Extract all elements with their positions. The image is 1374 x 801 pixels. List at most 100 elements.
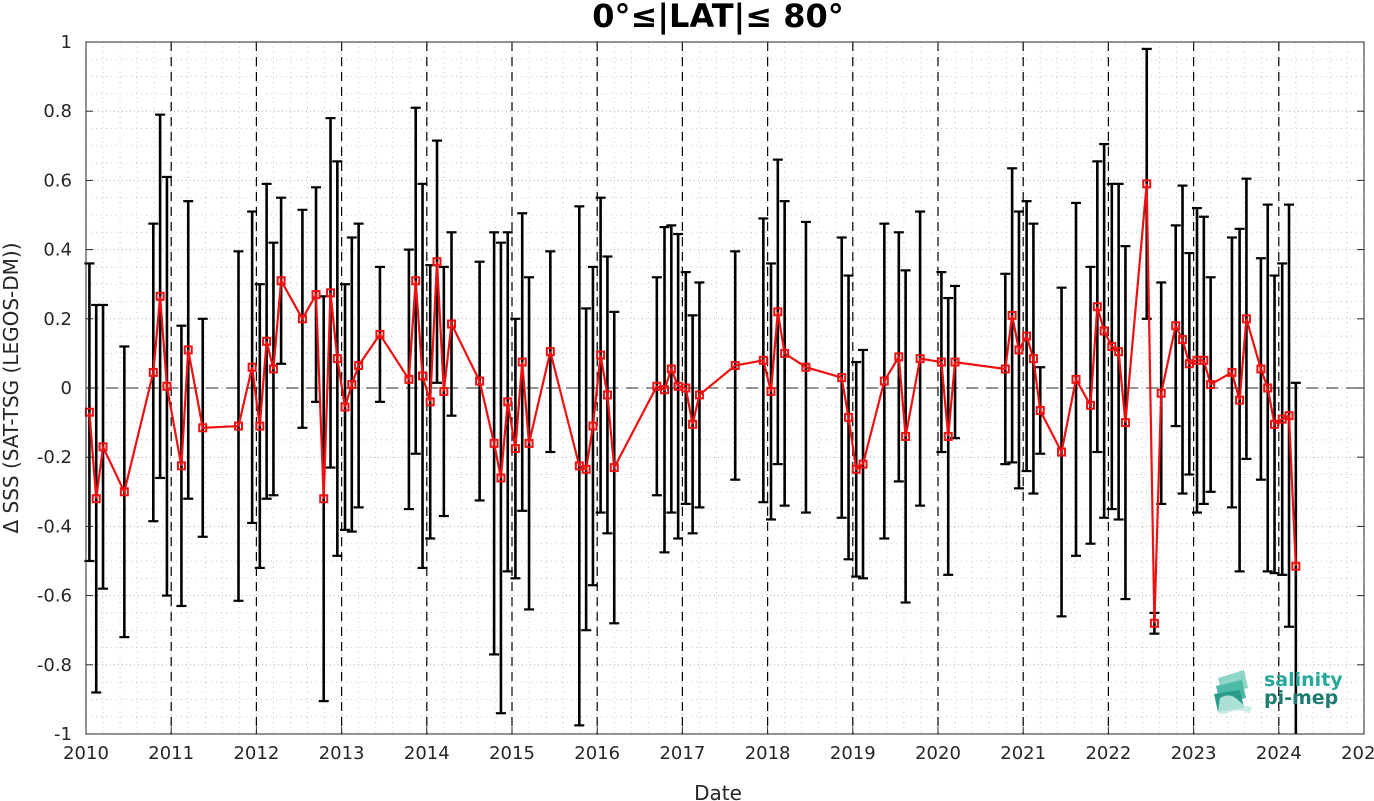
data-point xyxy=(234,421,244,431)
data-point xyxy=(1099,326,1109,336)
data-point xyxy=(1156,388,1166,398)
data-point xyxy=(545,347,555,357)
y-tick-label: 0.4 xyxy=(43,240,72,261)
data-point xyxy=(1171,321,1181,331)
data-point xyxy=(851,464,861,474)
chart-title: 0°≤|LAT|≤ 80° xyxy=(592,0,843,36)
y-tick-label: -0.2 xyxy=(37,447,72,468)
data-point xyxy=(425,397,435,407)
x-tick-label: 2011 xyxy=(148,743,194,764)
y-tick-label: 0.8 xyxy=(43,101,72,122)
x-axis-ticks: 2010 2011 2012 2013 2014 2015 2016 2017 2018 2019… xyxy=(63,42,1374,764)
data-point xyxy=(347,380,357,390)
data-point xyxy=(475,376,485,386)
data-point xyxy=(489,438,499,448)
data-point xyxy=(183,345,193,355)
x-tick-label: 2015 xyxy=(489,743,535,764)
data-point xyxy=(773,307,783,317)
x-axis-label: Date xyxy=(694,781,742,801)
data-point xyxy=(1149,618,1159,628)
data-point xyxy=(326,288,336,298)
data-point xyxy=(354,361,364,371)
data-point xyxy=(801,362,811,372)
data-point xyxy=(780,348,790,358)
y-axis-ticks: 1 0.8 0.6 0.4 0.2 0 -0.2 -0.4 -0.6 -0.8 -1 xyxy=(37,32,1364,745)
data-point xyxy=(730,361,740,371)
data-point xyxy=(602,390,612,400)
data-point xyxy=(1057,447,1067,457)
y-tick-label: 0.2 xyxy=(43,309,72,330)
data-point xyxy=(1120,418,1130,428)
x-tick-label: 2013 xyxy=(319,743,365,764)
x-tick-label: 2010 xyxy=(63,743,109,764)
data-point xyxy=(1206,380,1216,390)
data-point xyxy=(510,444,520,454)
data-point xyxy=(837,373,847,383)
data-point xyxy=(496,473,506,483)
x-tick-label: 2020 xyxy=(915,743,961,764)
logo-text-salinity: salinity xyxy=(1264,669,1343,691)
x-tick-label: 2014 xyxy=(404,743,450,764)
y-tick-label: -1 xyxy=(54,724,72,745)
x-tick-label: 2025 xyxy=(1341,743,1374,764)
data-point xyxy=(1000,364,1010,374)
y-tick-label: -0.4 xyxy=(37,516,72,537)
data-point xyxy=(844,412,854,422)
data-point xyxy=(1007,310,1017,320)
data-point xyxy=(1241,314,1251,324)
data-point xyxy=(162,381,172,391)
data-point xyxy=(1028,354,1038,364)
data-point xyxy=(879,376,889,386)
data-point xyxy=(1086,400,1096,410)
data-point xyxy=(332,354,342,364)
data-point xyxy=(1284,411,1294,421)
data-point xyxy=(1178,335,1188,345)
x-tick-label: 2019 xyxy=(830,743,876,764)
y-tick-label: 0.6 xyxy=(43,170,72,191)
data-point xyxy=(901,431,911,441)
data-point xyxy=(1256,364,1266,374)
data-point xyxy=(936,357,946,367)
data-point xyxy=(688,419,698,429)
data-point xyxy=(766,386,776,396)
data-point xyxy=(503,397,513,407)
x-tick-label: 2018 xyxy=(745,743,791,764)
x-tick-label: 2021 xyxy=(1000,743,1046,764)
data-point xyxy=(666,364,676,374)
data-point xyxy=(375,329,385,339)
y-tick-label: 0 xyxy=(61,378,72,399)
data-point xyxy=(91,494,101,504)
data-point xyxy=(943,431,953,441)
data-point xyxy=(432,257,442,267)
x-tick-label: 2022 xyxy=(1085,743,1131,764)
data-point xyxy=(588,421,598,431)
data-point xyxy=(439,386,449,396)
data-point xyxy=(447,319,457,329)
y-tick-label: 1 xyxy=(61,32,72,53)
data-point xyxy=(411,276,421,286)
data-point xyxy=(1270,419,1280,429)
data-point xyxy=(609,463,619,473)
data-point xyxy=(894,352,904,362)
data-point xyxy=(1199,355,1209,365)
data-point xyxy=(98,442,108,452)
x-tick-label: 2024 xyxy=(1256,743,1302,764)
data-point xyxy=(1107,341,1117,351)
series-markers xyxy=(84,179,1301,628)
y-axis-label: Δ SSS (SAT-TSG (LEGOS-DM)) xyxy=(0,242,23,533)
logo-text-pi-mep: pi-mep xyxy=(1264,687,1339,709)
data-point xyxy=(581,464,591,474)
y-tick-label: -0.8 xyxy=(37,655,72,676)
data-point xyxy=(517,357,527,367)
data-point xyxy=(950,357,960,367)
data-point xyxy=(155,291,165,301)
data-point xyxy=(1014,345,1024,355)
data-point xyxy=(418,371,428,381)
data-point xyxy=(311,290,321,300)
x-tick-label: 2023 xyxy=(1171,743,1217,764)
data-point xyxy=(1227,367,1237,377)
data-point xyxy=(198,423,208,433)
data-point xyxy=(596,350,606,360)
data-point xyxy=(247,362,257,372)
